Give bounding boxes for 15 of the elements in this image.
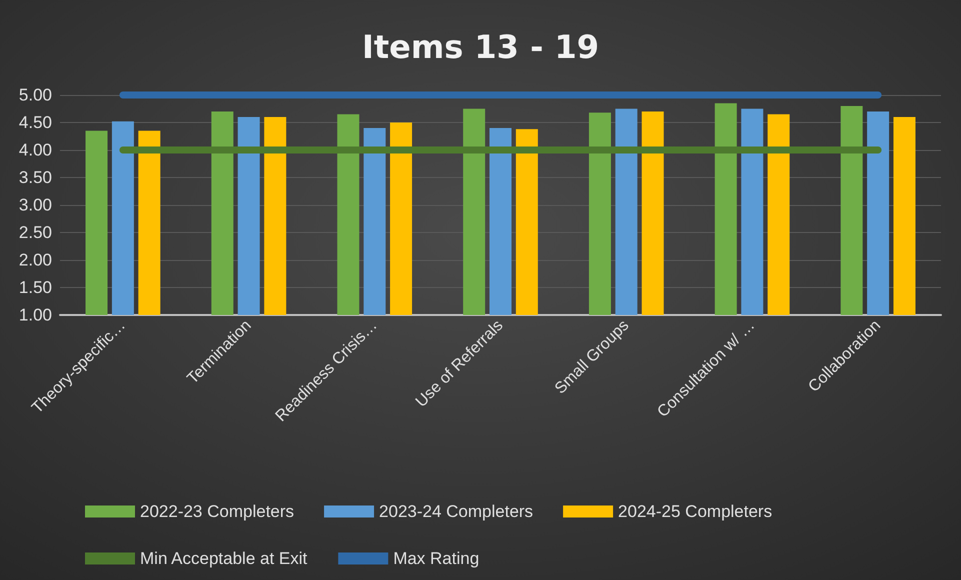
y-tick-label: 4.50	[18, 113, 52, 132]
legend-label: 2024-25 Completers	[618, 502, 772, 521]
y-tick-label: 5.00	[18, 86, 52, 104]
legend-label: Min Acceptable at Exit	[140, 549, 308, 568]
y-tick-label: 2.50	[18, 223, 52, 242]
legend-label: Max Rating	[393, 549, 480, 568]
y-tick-label: 4.00	[18, 140, 52, 160]
chart-title: Items 13 - 19	[362, 28, 600, 66]
y-tick-label: 2.00	[18, 250, 52, 270]
legend-label: 2023-24 Completers	[379, 502, 534, 521]
y-tick-label: 1.00	[18, 306, 52, 324]
y-tick-label: 1.50	[18, 278, 52, 297]
y-tick-label: 3.50	[18, 168, 52, 187]
y-tick-label: 3.00	[18, 196, 52, 214]
legend-label: 2022-23 Completers	[140, 502, 294, 521]
